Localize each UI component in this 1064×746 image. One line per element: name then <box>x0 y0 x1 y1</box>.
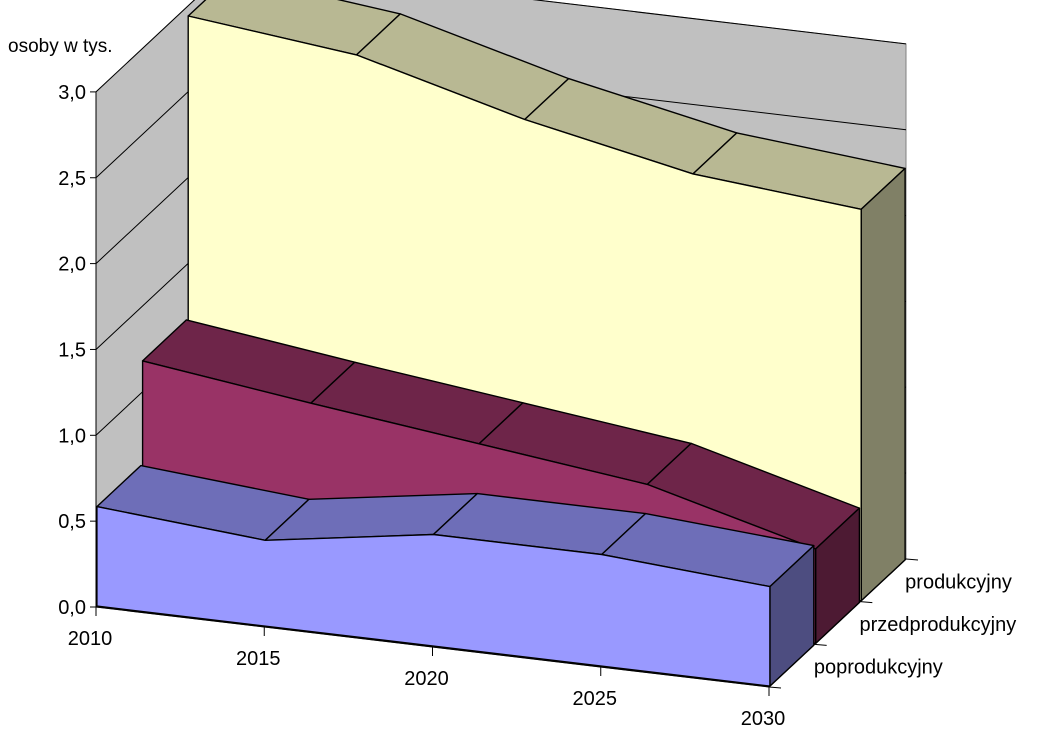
y-tick-label: 1,5 <box>58 339 86 361</box>
y-tick-label: 2,5 <box>58 168 86 190</box>
axes: 0,0 0,5 1,0 1,5 2,0 2,5 3,0 2010 2015 2020 2025 203… <box>58 82 1016 730</box>
ribbon-poprodukcyjny <box>96 464 815 687</box>
x-tick-label: 2010 <box>68 628 113 650</box>
series-ribbons <box>96 0 906 687</box>
y-tick-label: 0,5 <box>58 511 86 533</box>
y-tick-label: 3,0 <box>58 82 86 104</box>
depth-tick <box>814 643 827 646</box>
y-tick-label: 1,0 <box>58 425 86 447</box>
depth-tick <box>768 686 782 689</box>
x-tick-label: 2015 <box>236 648 281 670</box>
ribbon-front-face <box>96 505 771 687</box>
x-tick-label: 2030 <box>741 708 786 730</box>
series-label: produkcyjny <box>905 571 1012 593</box>
x-tick-label: 2025 <box>573 688 618 710</box>
depth-axis-line <box>768 558 907 688</box>
ribbon-end-cap <box>860 167 906 602</box>
y-axis-title: osoby w tys. <box>8 36 113 57</box>
y-tick-label: 2,0 <box>58 254 86 276</box>
depth-tick <box>860 601 873 604</box>
y-tick-label: 0,0 <box>58 597 86 619</box>
gridline-y <box>95 0 907 93</box>
x-tick-label: 2020 <box>404 668 449 690</box>
series-label: poprodukcyjny <box>814 657 943 679</box>
depth-tick <box>905 558 919 561</box>
series-label: przedprodukcyjny <box>860 614 1017 636</box>
